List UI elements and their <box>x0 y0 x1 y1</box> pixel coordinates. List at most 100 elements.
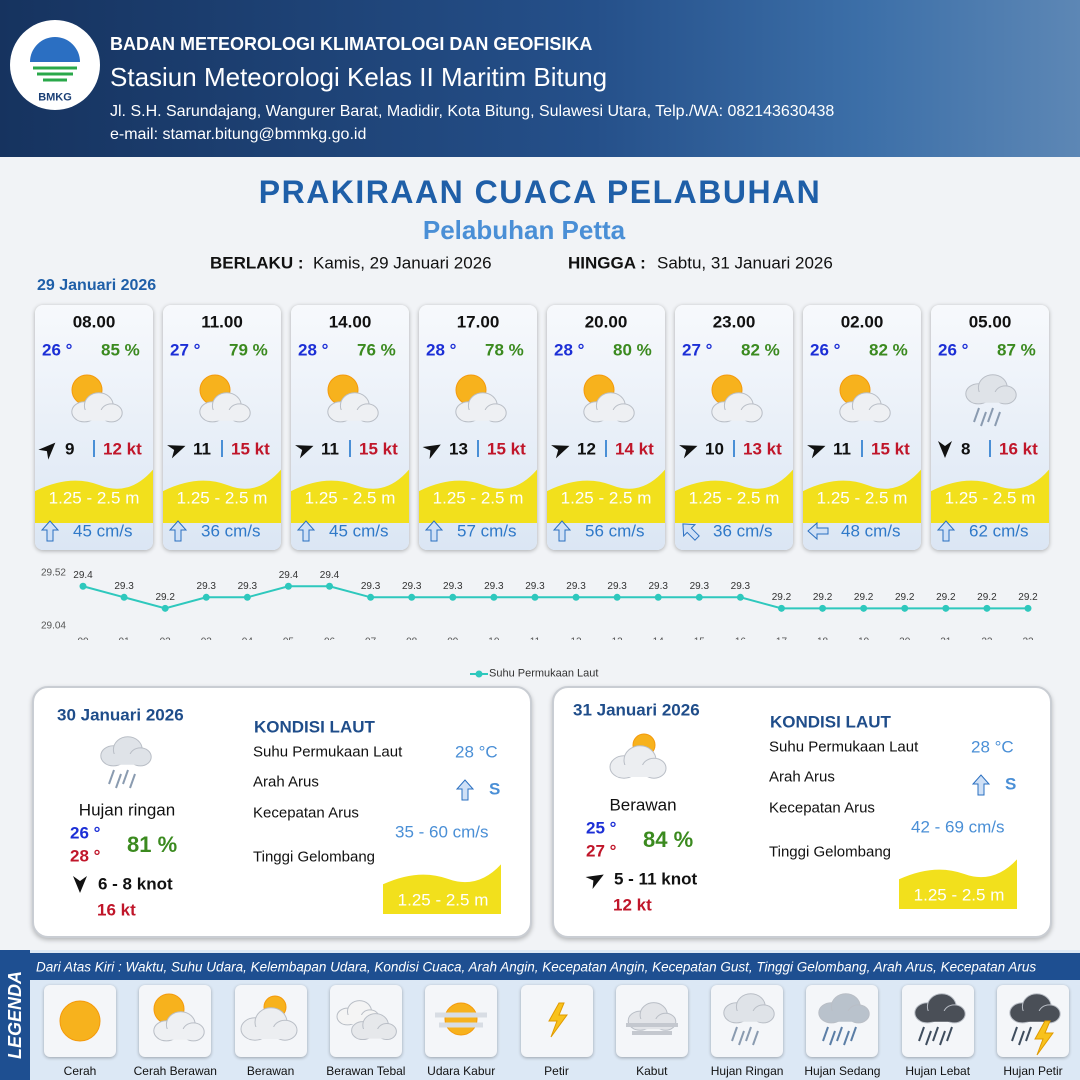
current-arrow-icon <box>38 519 62 543</box>
data-label: 29.2 <box>1018 592 1038 603</box>
sst-label: Suhu Permukaan Laut <box>769 738 919 756</box>
gust: 12 kt <box>613 895 652 915</box>
day1-date: 29 Januari 2026 <box>37 277 157 294</box>
wind-arrow <box>585 874 604 890</box>
day-wind-arrow <box>584 867 608 891</box>
x-tick-label: 02 <box>160 637 172 640</box>
wave-height: 1.25 - 2.5 m <box>944 488 1036 508</box>
day-date: 31 Januari 2026 <box>573 700 700 720</box>
sst-chart: 29.04 29.52 00 01 02 03 04 05 06 07 08 09 10 11 12 13 14… <box>41 568 1038 640</box>
wind-arrow-icon <box>293 438 317 460</box>
temperature: 28 ° <box>298 340 329 360</box>
data-label: 29.3 <box>731 581 751 592</box>
condition: Berawan <box>609 795 677 815</box>
wind-arrow-icon <box>37 438 61 460</box>
day-current-arrow-svg <box>455 779 475 801</box>
current-arrow-icon <box>422 519 446 543</box>
separator <box>221 440 223 457</box>
wind-arrow <box>38 442 56 460</box>
data-point <box>942 604 950 612</box>
current-arrow-icon-svg <box>807 521 829 541</box>
data-label: 29.3 <box>361 581 381 592</box>
humidity: 81 % <box>127 832 178 857</box>
x-tick-label: 06 <box>324 637 336 640</box>
legend-icon-svg <box>240 995 298 1041</box>
temp-max: 27 ° <box>586 841 617 861</box>
rain <box>752 1030 760 1046</box>
data-point <box>695 593 703 601</box>
data-point <box>777 604 785 612</box>
wave-band-svg <box>291 469 409 523</box>
current-arrow-icon-svg <box>936 520 956 542</box>
legend-item: Udara Kabur <box>427 1064 496 1078</box>
day-wave-band <box>899 855 1017 909</box>
data-label: 29.4 <box>320 570 340 581</box>
wave-height: 1.25 - 2.5 m <box>397 890 489 910</box>
legend-item: Cerah <box>63 1064 97 1078</box>
wind-arrow-icon-svg <box>38 442 56 460</box>
rain <box>924 1030 932 1046</box>
time: 14.00 <box>328 312 372 332</box>
data-point <box>161 604 169 612</box>
rain <box>745 1026 753 1042</box>
data-label: 29.2 <box>936 592 956 603</box>
x-tick-label: 12 <box>570 637 582 640</box>
cloud <box>327 392 379 423</box>
sst: 28 °C <box>971 737 1014 757</box>
data-label: 29.2 <box>854 592 874 603</box>
data-label: 29.2 <box>772 592 792 603</box>
data-point <box>326 582 334 590</box>
day-weather-icon-svg <box>609 733 667 779</box>
cloud <box>913 993 966 1024</box>
legend-icon-svg <box>1009 993 1061 1056</box>
day-wave-band-svg <box>899 859 1017 909</box>
subtitle: Pelabuhan Petta <box>422 215 626 245</box>
weather-icon <box>441 366 513 430</box>
wave-band-svg <box>547 469 665 523</box>
day-wind-arrow <box>68 872 92 896</box>
legend-icon-svg <box>336 1000 397 1041</box>
data-label: 29.3 <box>114 581 134 592</box>
legend-item: Petir <box>544 1064 569 1078</box>
legend-title: LEGENDA <box>5 970 25 1060</box>
separator <box>861 440 863 457</box>
sun <box>444 1002 478 1036</box>
temperature: 26 ° <box>810 340 841 360</box>
wind-arrow-icon-svg <box>938 441 952 458</box>
day-wind-arrow-svg <box>585 874 604 890</box>
time: 05.00 <box>968 312 1012 332</box>
rain <box>836 1026 844 1042</box>
data-point <box>243 593 251 601</box>
humidity: 82 % <box>741 340 780 360</box>
data-point <box>490 593 498 601</box>
rain <box>731 1026 739 1042</box>
current-speed: 42 - 69 cm/s <box>911 817 1005 837</box>
data-point <box>120 593 128 601</box>
x-tick-label: 16 <box>735 637 747 640</box>
humidity: 87 % <box>997 340 1036 360</box>
bolt <box>1034 1020 1054 1056</box>
current-arrow-icon <box>806 519 830 543</box>
weather-icon <box>953 366 1025 430</box>
current-speed: 45 cm/s <box>73 521 133 541</box>
wave-shape <box>899 859 1017 909</box>
data-point <box>736 593 744 601</box>
wave-height: 1.25 - 2.5 m <box>176 488 268 508</box>
rain <box>987 407 994 423</box>
wind-speed: 13 <box>449 439 468 459</box>
wave-shape <box>291 469 409 523</box>
x-tick-label: 10 <box>488 637 500 640</box>
data-label: 29.2 <box>813 592 833 603</box>
rain <box>829 1030 837 1046</box>
rain <box>931 1026 939 1042</box>
wave-shape <box>383 864 501 914</box>
to-label: HINGGA : <box>568 253 646 273</box>
x-tick-label: 05 <box>283 637 295 640</box>
humidity: 82 % <box>869 340 908 360</box>
separator <box>93 440 95 457</box>
data-label: 29.2 <box>155 592 175 603</box>
wind-range: 6 - 8 knot <box>98 874 173 894</box>
weather-icon-svg <box>839 374 891 423</box>
current-dir: S <box>489 779 501 799</box>
